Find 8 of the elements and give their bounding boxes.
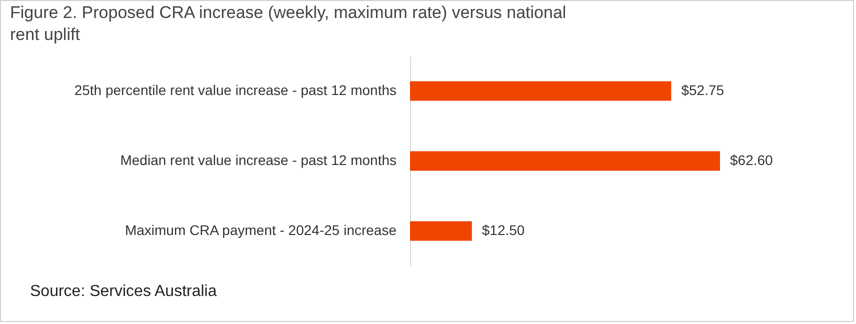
- source-note: Source: Services Australia: [30, 283, 217, 301]
- data-label: $52.75: [681, 82, 724, 98]
- chart-title: Figure 2. Proposed CRA increase (weekly, maximum rate) versus national rent uplift: [10, 3, 566, 44]
- y-tick-label: 25th percentile rent value increase - past 12 months: [74, 82, 396, 98]
- data-label: $12.50: [482, 222, 525, 238]
- data-label: $62.60: [730, 152, 774, 168]
- y-tick-label: Maximum CRA payment - 2024-25 increase: [124, 222, 397, 238]
- y-tick-label: Median rent value increase - past 12 months: [120, 152, 396, 168]
